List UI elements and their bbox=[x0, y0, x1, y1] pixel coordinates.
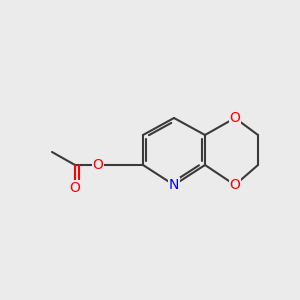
Text: N: N bbox=[169, 178, 179, 192]
Text: O: O bbox=[93, 158, 104, 172]
Text: O: O bbox=[70, 181, 80, 195]
Text: O: O bbox=[230, 111, 240, 125]
Text: O: O bbox=[230, 178, 240, 192]
